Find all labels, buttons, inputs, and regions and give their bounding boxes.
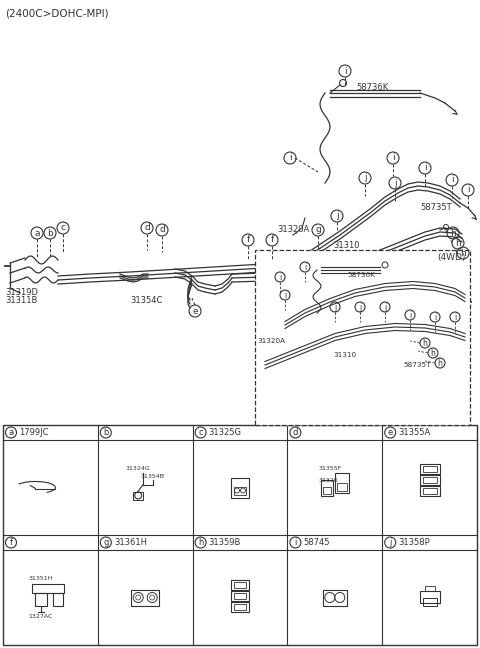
Bar	[234, 487, 246, 494]
Bar	[422, 597, 437, 605]
Text: h: h	[450, 229, 456, 238]
Bar	[32, 583, 64, 592]
Bar	[255, 250, 470, 425]
Text: j: j	[359, 303, 361, 312]
Bar	[422, 465, 437, 472]
Text: 58736K: 58736K	[347, 272, 375, 278]
Text: i: i	[454, 312, 456, 321]
Bar	[420, 485, 440, 496]
Text: 31351H: 31351H	[28, 575, 53, 581]
Text: b: b	[47, 229, 53, 238]
Text: i: i	[451, 176, 453, 185]
Bar	[231, 478, 249, 498]
Text: 31355F: 31355F	[319, 467, 342, 472]
Bar	[335, 472, 349, 492]
Text: j: j	[336, 211, 338, 220]
Text: 31354B: 31354B	[140, 474, 164, 478]
Text: 31325G: 31325G	[209, 428, 241, 437]
Bar	[323, 487, 331, 494]
Text: 58736K: 58736K	[356, 83, 388, 92]
Bar	[36, 592, 48, 605]
Text: c: c	[60, 224, 65, 233]
Bar	[53, 592, 63, 605]
Text: 58735T: 58735T	[420, 203, 452, 212]
Text: (4WD): (4WD)	[438, 253, 466, 262]
Text: i: i	[467, 185, 469, 194]
Text: 58745: 58745	[303, 538, 330, 547]
Bar	[420, 463, 440, 474]
Text: 31320A: 31320A	[257, 338, 285, 344]
Text: j: j	[364, 174, 366, 183]
Text: g: g	[103, 538, 108, 547]
Bar	[231, 590, 249, 601]
Bar	[234, 581, 246, 588]
Text: 31358P: 31358P	[398, 538, 430, 547]
Text: i: i	[409, 310, 411, 319]
Text: j: j	[389, 538, 391, 547]
Bar	[133, 491, 143, 500]
Bar	[323, 590, 347, 605]
Text: h: h	[438, 358, 443, 367]
Bar	[231, 601, 249, 612]
Bar	[234, 592, 246, 599]
Text: 31320A: 31320A	[277, 225, 309, 234]
Text: 31326: 31326	[319, 478, 338, 483]
Text: h: h	[455, 238, 461, 248]
Text: g: g	[315, 226, 321, 235]
Text: f: f	[246, 235, 250, 244]
Text: d: d	[144, 224, 150, 233]
Text: 31354C: 31354C	[130, 296, 162, 305]
Text: 31361H: 31361H	[114, 538, 147, 547]
Text: i: i	[424, 163, 426, 172]
Text: j: j	[384, 303, 386, 312]
Bar	[422, 476, 437, 483]
Bar	[3, 425, 477, 645]
Text: 31319D: 31319D	[5, 288, 38, 297]
Text: d: d	[159, 226, 165, 235]
Bar	[420, 474, 440, 485]
Bar	[131, 590, 159, 605]
Text: a: a	[34, 229, 40, 238]
Text: 1327AC: 1327AC	[28, 614, 53, 618]
Text: c: c	[198, 428, 203, 437]
Text: h: h	[431, 349, 435, 358]
Text: e: e	[387, 428, 393, 437]
Text: (2400C>DOHC-MPI): (2400C>DOHC-MPI)	[5, 8, 108, 18]
Bar	[337, 483, 347, 491]
Bar	[231, 579, 249, 590]
Text: i: i	[288, 154, 291, 163]
Text: f: f	[10, 538, 12, 547]
Text: 31355A: 31355A	[398, 428, 431, 437]
Bar	[321, 480, 333, 496]
Text: 31324G: 31324G	[125, 465, 150, 470]
Bar	[420, 590, 440, 603]
Text: 31359B: 31359B	[209, 538, 241, 547]
Text: 31310: 31310	[333, 352, 356, 358]
Text: j: j	[394, 178, 396, 187]
Bar	[422, 487, 437, 494]
Text: a: a	[9, 428, 13, 437]
Text: h: h	[198, 538, 204, 547]
Text: i: i	[279, 273, 281, 281]
Text: i: i	[294, 538, 297, 547]
Text: b: b	[103, 428, 108, 437]
Bar	[234, 603, 246, 610]
Text: f: f	[270, 235, 274, 244]
Text: 31311B: 31311B	[5, 296, 37, 305]
Text: i: i	[284, 290, 286, 299]
Text: i: i	[344, 67, 346, 76]
Text: i: i	[304, 262, 306, 272]
Text: 58735T: 58735T	[403, 362, 431, 368]
Text: e: e	[192, 307, 198, 316]
Text: i: i	[434, 312, 436, 321]
Text: i: i	[392, 154, 394, 163]
Text: d: d	[293, 428, 298, 437]
Text: 1799JC: 1799JC	[19, 428, 48, 437]
Text: h: h	[422, 338, 427, 347]
Bar	[425, 586, 434, 590]
Text: h: h	[460, 248, 466, 257]
Text: 31310: 31310	[333, 241, 360, 250]
Text: j: j	[334, 303, 336, 312]
